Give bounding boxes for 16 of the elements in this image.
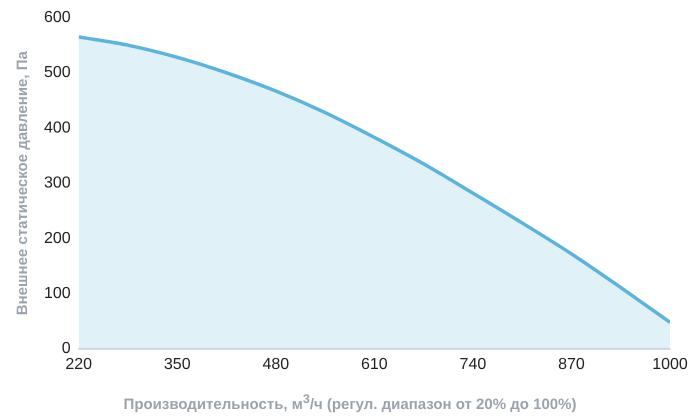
y-tick-label: 400 <box>44 119 71 136</box>
x-axis-title: Производительность, м$^{3}$/ч (регул. диапазон от 20% до 100%) <box>122 392 578 413</box>
x-tick-label: 870 <box>558 356 585 373</box>
x-tick-label: 480 <box>262 356 290 373</box>
y-tick-label: 500 <box>44 64 71 82</box>
y-tick-label: 0 <box>62 340 71 358</box>
y-tick-label: 200 <box>44 230 71 247</box>
y-tick-label: 600 <box>44 9 71 26</box>
y-axis-title: Внешнее статическое давление, Па <box>14 50 32 316</box>
y-tick-label: 100 <box>44 285 71 302</box>
x-tick-label: 740 <box>460 356 486 373</box>
x-tick-label: 1000 <box>652 356 688 373</box>
x-tick-label: 350 <box>164 356 191 373</box>
y-tick-label: 300 <box>44 174 71 192</box>
x-tick-label: 610 <box>360 356 388 373</box>
x-tick-label: 220 <box>65 356 92 373</box>
